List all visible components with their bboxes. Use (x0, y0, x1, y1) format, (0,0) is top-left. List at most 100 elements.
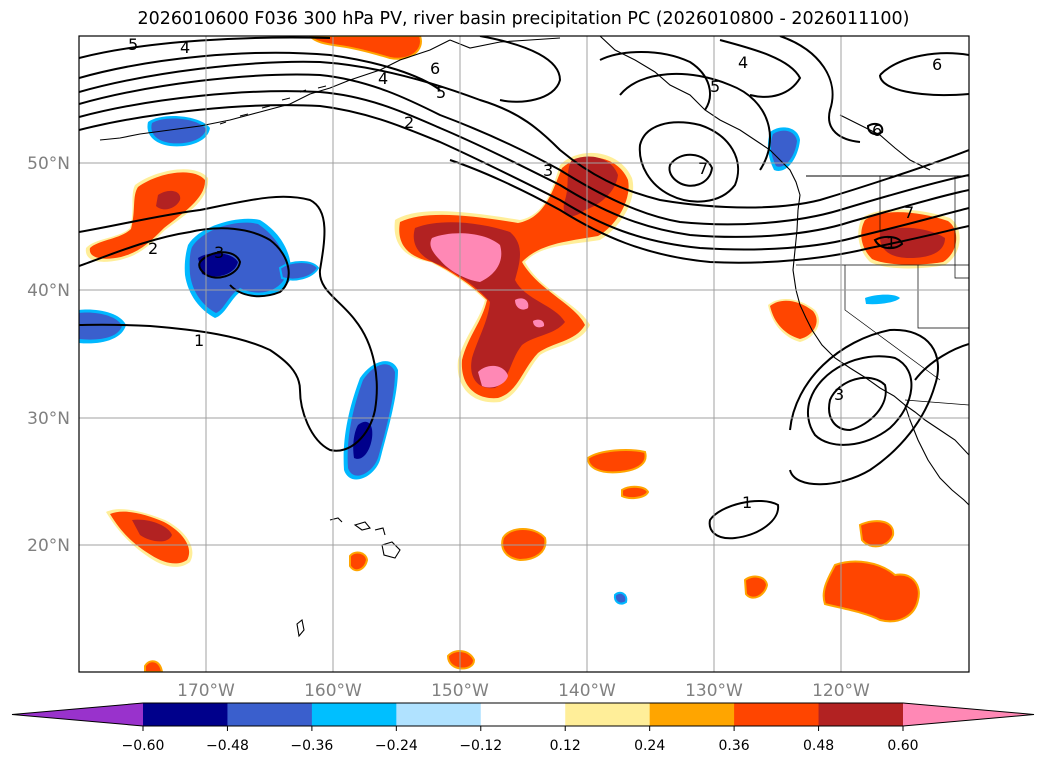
island-hawaii-3 (374, 527, 386, 536)
lon-label-140w: 140°W (558, 681, 616, 701)
lon-label-130w: 130°W (685, 681, 743, 701)
pv-contour-s1 (708, 500, 780, 540)
coastline-bc (599, 36, 801, 211)
contour-label: 2 (148, 239, 158, 258)
precip-neg-blob-west-navy (198, 253, 238, 277)
precip-blob-small-9 (822, 560, 920, 623)
contour-label: 5 (436, 83, 446, 102)
precip-blob-small-2 (621, 485, 650, 500)
map-border (78, 35, 970, 673)
pv-contour-jet-5 (79, 90, 969, 238)
colorbar-tick-label: −0.60 (122, 738, 165, 754)
precip-blob-central-pink2 (478, 365, 508, 388)
precip-blob-small-6 (144, 660, 164, 672)
border-state-2 (844, 265, 941, 381)
contour-label: 7 (698, 159, 708, 178)
lon-label-170w: 170°W (177, 681, 235, 701)
colorbar-tick-label: 0.12 (550, 738, 581, 754)
coastline-us-west (792, 209, 969, 456)
pv-contour-jet-6 (79, 104, 969, 251)
colorbar-tick-label: 0.48 (803, 738, 834, 754)
colorbar-tick-label: −0.48 (206, 738, 249, 754)
contour-labels: 5 4 4 6 5 2 3 2 3 1 7 4 5 7 6 6 1 3 1 (128, 35, 942, 512)
lat-label-50n: 50°N (27, 154, 70, 174)
precip-blob-central-pink4 (533, 319, 545, 328)
precip-blob-small-1 (586, 449, 647, 474)
colorbar-extend-low (12, 703, 143, 726)
contour-label: 3 (834, 385, 844, 404)
contour-label: 1 (194, 331, 204, 350)
colorbar-tick-label: 0.60 (887, 738, 918, 754)
contour-label: 3 (214, 243, 224, 262)
contour-label: 6 (430, 59, 440, 78)
island-small-1 (296, 619, 305, 638)
pv-contour-se1 (789, 328, 939, 486)
precip-neg-blob-small (613, 591, 628, 605)
coastline-alaska-south (449, 37, 561, 49)
colorbar-tick-label: −0.12 (459, 738, 502, 754)
lon-label-150w: 150°W (431, 681, 489, 701)
lon-label-160w: 160°W (304, 681, 362, 701)
contour-label: 4 (738, 53, 748, 72)
contour-label: 3 (543, 161, 553, 180)
colorbar-tick-label: 0.36 (719, 738, 750, 754)
pv-contour-jet-1 (79, 36, 331, 59)
lat-label-20n: 20°N (27, 536, 70, 556)
pv-contour-n5 (619, 72, 771, 171)
precip-blob-small-5 (446, 650, 476, 670)
colorbar-segment (396, 703, 482, 726)
pv-contour-jet-9 (79, 227, 290, 298)
lon-labels: 170°W 160°W 150°W 140°W 130°W 120°W (177, 681, 870, 701)
coastline-aleutians (99, 39, 451, 141)
border-state-5 (954, 176, 969, 279)
precip-blob-small-7 (743, 575, 769, 599)
precip-blob-north-edge (308, 36, 422, 60)
precip-blob-central-pink (430, 233, 502, 282)
lat-label-30n: 30°N (27, 409, 70, 429)
contour-label: 5 (128, 35, 138, 54)
island-hawaii-4 (381, 541, 401, 559)
colorbar-segment (311, 703, 397, 726)
colorbar-segment (565, 703, 651, 726)
coastline-baja (904, 404, 969, 506)
precip-blob-north-red (563, 156, 618, 217)
lat-label-40n: 40°N (27, 281, 70, 301)
coastline-alaska-islands (219, 85, 327, 125)
contour-label: 4 (378, 69, 388, 88)
precip-blob-small-4 (349, 551, 369, 572)
contour-label: 7 (904, 203, 914, 222)
pv-contour-n9 (879, 74, 969, 97)
pv-contour-jet-4 (79, 73, 969, 226)
pv-contour-jet-3 (79, 60, 969, 209)
precip-blob-california-orange (770, 300, 817, 339)
pv-contour-n4 (668, 153, 714, 187)
precip-neg-blob-ak-blue (151, 118, 206, 144)
contour-label: 6 (932, 55, 942, 74)
border-canada-east (839, 114, 931, 171)
precip-blob-small-8 (858, 520, 895, 548)
border-mexico (904, 399, 969, 406)
pv-contour-se2 (806, 355, 913, 446)
colorbar-extend-high (903, 703, 1034, 726)
colorbar-segment (818, 703, 904, 726)
contour-label: 6 (872, 121, 882, 140)
colorbar-tick-label: −0.24 (375, 738, 418, 754)
precip-neg-blob-far-west-blue (79, 312, 122, 340)
pv-contour-se4 (914, 343, 969, 381)
contour-label: 1 (886, 233, 896, 252)
precip-neg-blob-nevada (865, 294, 900, 305)
colorbar-segment (734, 703, 820, 726)
colorbar-segment (143, 703, 228, 726)
island-hawaii-2 (353, 521, 371, 531)
contour-label: 4 (180, 38, 190, 57)
lat-labels: 50°N 40°N 30°N 20°N (27, 154, 70, 556)
coastlines (99, 36, 969, 638)
precip-blob-nw-red (156, 190, 181, 210)
pv-contour-jet-8 (79, 195, 378, 452)
gridlines (79, 36, 969, 672)
pv-contour-n3 (638, 121, 740, 203)
contour-label: 2 (404, 113, 414, 132)
border-state-3 (917, 265, 969, 329)
lon-label-120w: 120°W (812, 681, 870, 701)
